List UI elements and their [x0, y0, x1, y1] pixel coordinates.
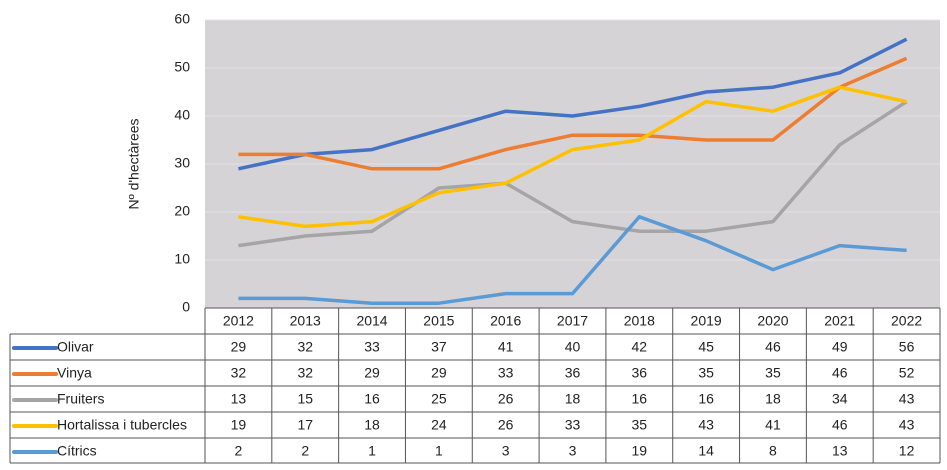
table-cell: 16 [698, 391, 714, 407]
table-cell: 19 [231, 417, 247, 433]
x-tick-label: 2021 [824, 313, 855, 329]
table-cell: 1 [435, 443, 443, 459]
x-tick-label: 2020 [757, 313, 788, 329]
table-cell: 34 [832, 391, 848, 407]
y-tick-label: 30 [174, 155, 190, 171]
series-line [238, 37, 908, 171]
table-cell: 56 [899, 339, 915, 355]
table-cell: 13 [832, 443, 848, 459]
x-tick-label: 2014 [356, 313, 387, 329]
table-cell: 29 [364, 365, 380, 381]
table-cell: 26 [498, 391, 514, 407]
x-tick-label: 2013 [290, 313, 321, 329]
table-cell: 52 [899, 365, 915, 381]
table-cell: 33 [498, 365, 514, 381]
y-axis-title: Nº d'hectàrees [126, 118, 142, 209]
table-cell: 32 [297, 365, 313, 381]
table-cell: 18 [565, 391, 581, 407]
table-cell: 16 [632, 391, 648, 407]
table-cell: 41 [498, 339, 514, 355]
table-cell: 41 [765, 417, 781, 433]
table-cell: 40 [565, 339, 581, 355]
table-cell: 45 [698, 339, 714, 355]
table-cell: 24 [431, 417, 447, 433]
table-cell: 8 [769, 443, 777, 459]
table-cell: 33 [565, 417, 581, 433]
table-cell: 33 [364, 339, 380, 355]
table-cell: 35 [765, 365, 781, 381]
table-cell: 32 [297, 339, 313, 355]
table-cell: 43 [698, 417, 714, 433]
table-cell: 49 [832, 339, 848, 355]
x-tick-label: 2016 [490, 313, 521, 329]
table-cell: 46 [765, 339, 781, 355]
table-cell: 2 [235, 443, 243, 459]
table-cell: 26 [498, 417, 514, 433]
table-cell: 29 [231, 339, 247, 355]
x-tick-label: 2015 [423, 313, 454, 329]
table-cell: 46 [832, 365, 848, 381]
table-cell: 2 [301, 443, 309, 459]
table-cell: 35 [698, 365, 714, 381]
y-tick-label: 10 [174, 251, 190, 267]
table-cell: 3 [569, 443, 577, 459]
y-tick-label: 40 [174, 107, 190, 123]
legend-label: Cítrics [57, 443, 97, 459]
legend-label: Olivar [57, 339, 94, 355]
table-cell: 36 [632, 365, 648, 381]
x-tick-label: 2018 [624, 313, 655, 329]
table-cell: 13 [231, 391, 247, 407]
table-cell: 37 [431, 339, 447, 355]
table-cell: 36 [565, 365, 581, 381]
series-line [238, 215, 907, 305]
legend-label: Hortalissa i tubercles [57, 417, 187, 433]
table-cell: 3 [502, 443, 510, 459]
table-cell: 43 [899, 391, 915, 407]
table-cell: 18 [364, 417, 380, 433]
table-cell: 12 [899, 443, 915, 459]
table-cell: 17 [297, 417, 313, 433]
table-cell: 42 [632, 339, 648, 355]
table-cell: 25 [431, 391, 447, 407]
table-cell: 19 [632, 443, 648, 459]
table-cell: 16 [364, 391, 380, 407]
y-tick-label: 0 [182, 299, 190, 315]
table-cell: 29 [431, 365, 447, 381]
table-cell: 1 [368, 443, 376, 459]
x-tick-label: 2012 [223, 313, 254, 329]
series-line [238, 56, 908, 171]
table-cell: 14 [698, 443, 714, 459]
y-tick-label: 50 [174, 59, 190, 75]
table-cell: 35 [632, 417, 648, 433]
x-tick-label: 2017 [557, 313, 588, 329]
series-line [238, 100, 908, 248]
table-cell: 15 [297, 391, 313, 407]
x-tick-label: 2022 [891, 313, 922, 329]
legend-label: Vinya [57, 365, 92, 381]
table-cell: 18 [765, 391, 781, 407]
table-cell: 46 [832, 417, 848, 433]
y-tick-label: 60 [174, 11, 190, 27]
x-tick-label: 2019 [691, 313, 722, 329]
legend-label: Fruiters [57, 391, 104, 407]
table-cell: 43 [899, 417, 915, 433]
series-line [238, 85, 907, 229]
y-tick-label: 20 [174, 203, 190, 219]
table-cell: 32 [231, 365, 247, 381]
